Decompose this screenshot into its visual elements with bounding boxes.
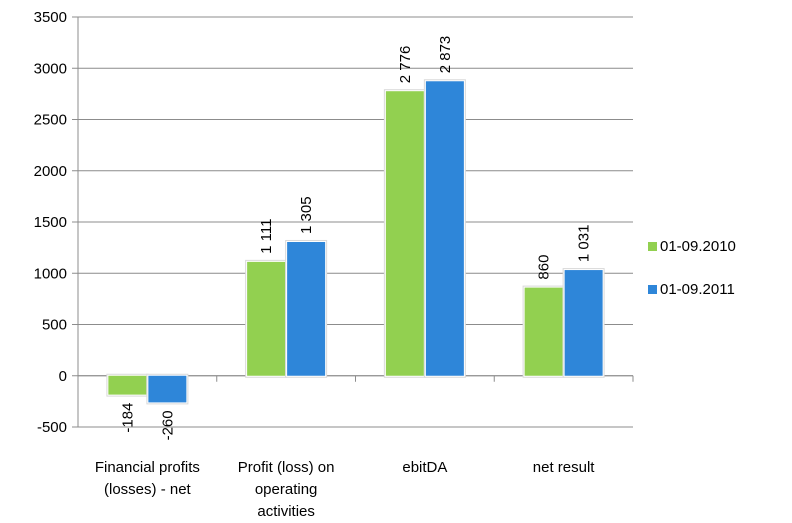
bar — [425, 81, 464, 376]
y-tick-label: 3500 — [34, 9, 67, 26]
data-label: 2 776 — [397, 46, 414, 84]
y-tick-label: 2000 — [34, 163, 67, 180]
data-labels: -184 1 111 2 776 860 -260 1 305 2 873 1 031 — [119, 36, 592, 441]
category-label: ebitDA — [402, 459, 447, 476]
y-tick-label: 3000 — [34, 60, 67, 77]
bar — [385, 91, 424, 376]
y-tick-label: 2500 — [34, 112, 67, 129]
category-label-line: (losses) - net — [104, 481, 192, 498]
legend-swatch — [648, 242, 657, 251]
category-label-line: Profit (loss) on — [238, 459, 335, 476]
data-label: 1 111 — [258, 219, 275, 254]
bar — [564, 270, 603, 376]
y-tick-label: 1000 — [34, 265, 67, 282]
bar — [524, 287, 563, 376]
legend-label: 01-09.2010 — [660, 238, 736, 255]
bar — [108, 375, 147, 395]
data-label: 1 031 — [576, 225, 593, 263]
category-label-line: operating — [255, 481, 318, 498]
category-label: Profit (loss) on operating activities — [238, 459, 335, 520]
legend-swatch — [648, 285, 657, 294]
legend-label: 01-09.2011 — [660, 281, 735, 298]
legend: 01-09.2010 01-09.2011 — [648, 238, 736, 298]
category-labels: Financial profits (losses) - net Profit (l… — [95, 459, 595, 520]
category-label-line: activities — [257, 503, 315, 520]
category-label-line: Financial profits — [95, 459, 200, 476]
data-label: 860 — [536, 255, 553, 280]
data-label: -260 — [159, 410, 176, 440]
category-label-line: ebitDA — [402, 459, 447, 476]
y-tick-label: 1500 — [34, 214, 67, 231]
bars — [106, 79, 605, 405]
data-label: 2 873 — [437, 36, 454, 74]
y-tick-label: 500 — [42, 317, 67, 334]
category-label: Financial profits (losses) - net — [95, 459, 200, 498]
data-label: -184 — [119, 403, 136, 433]
bar — [148, 375, 187, 403]
bar — [287, 241, 326, 376]
category-label: net result — [533, 459, 596, 476]
bar — [247, 261, 286, 376]
y-tick-label: 0 — [59, 368, 67, 385]
category-label-line: net result — [533, 459, 596, 476]
data-label: 1 305 — [298, 196, 315, 234]
y-tick-label: -500 — [37, 419, 67, 436]
